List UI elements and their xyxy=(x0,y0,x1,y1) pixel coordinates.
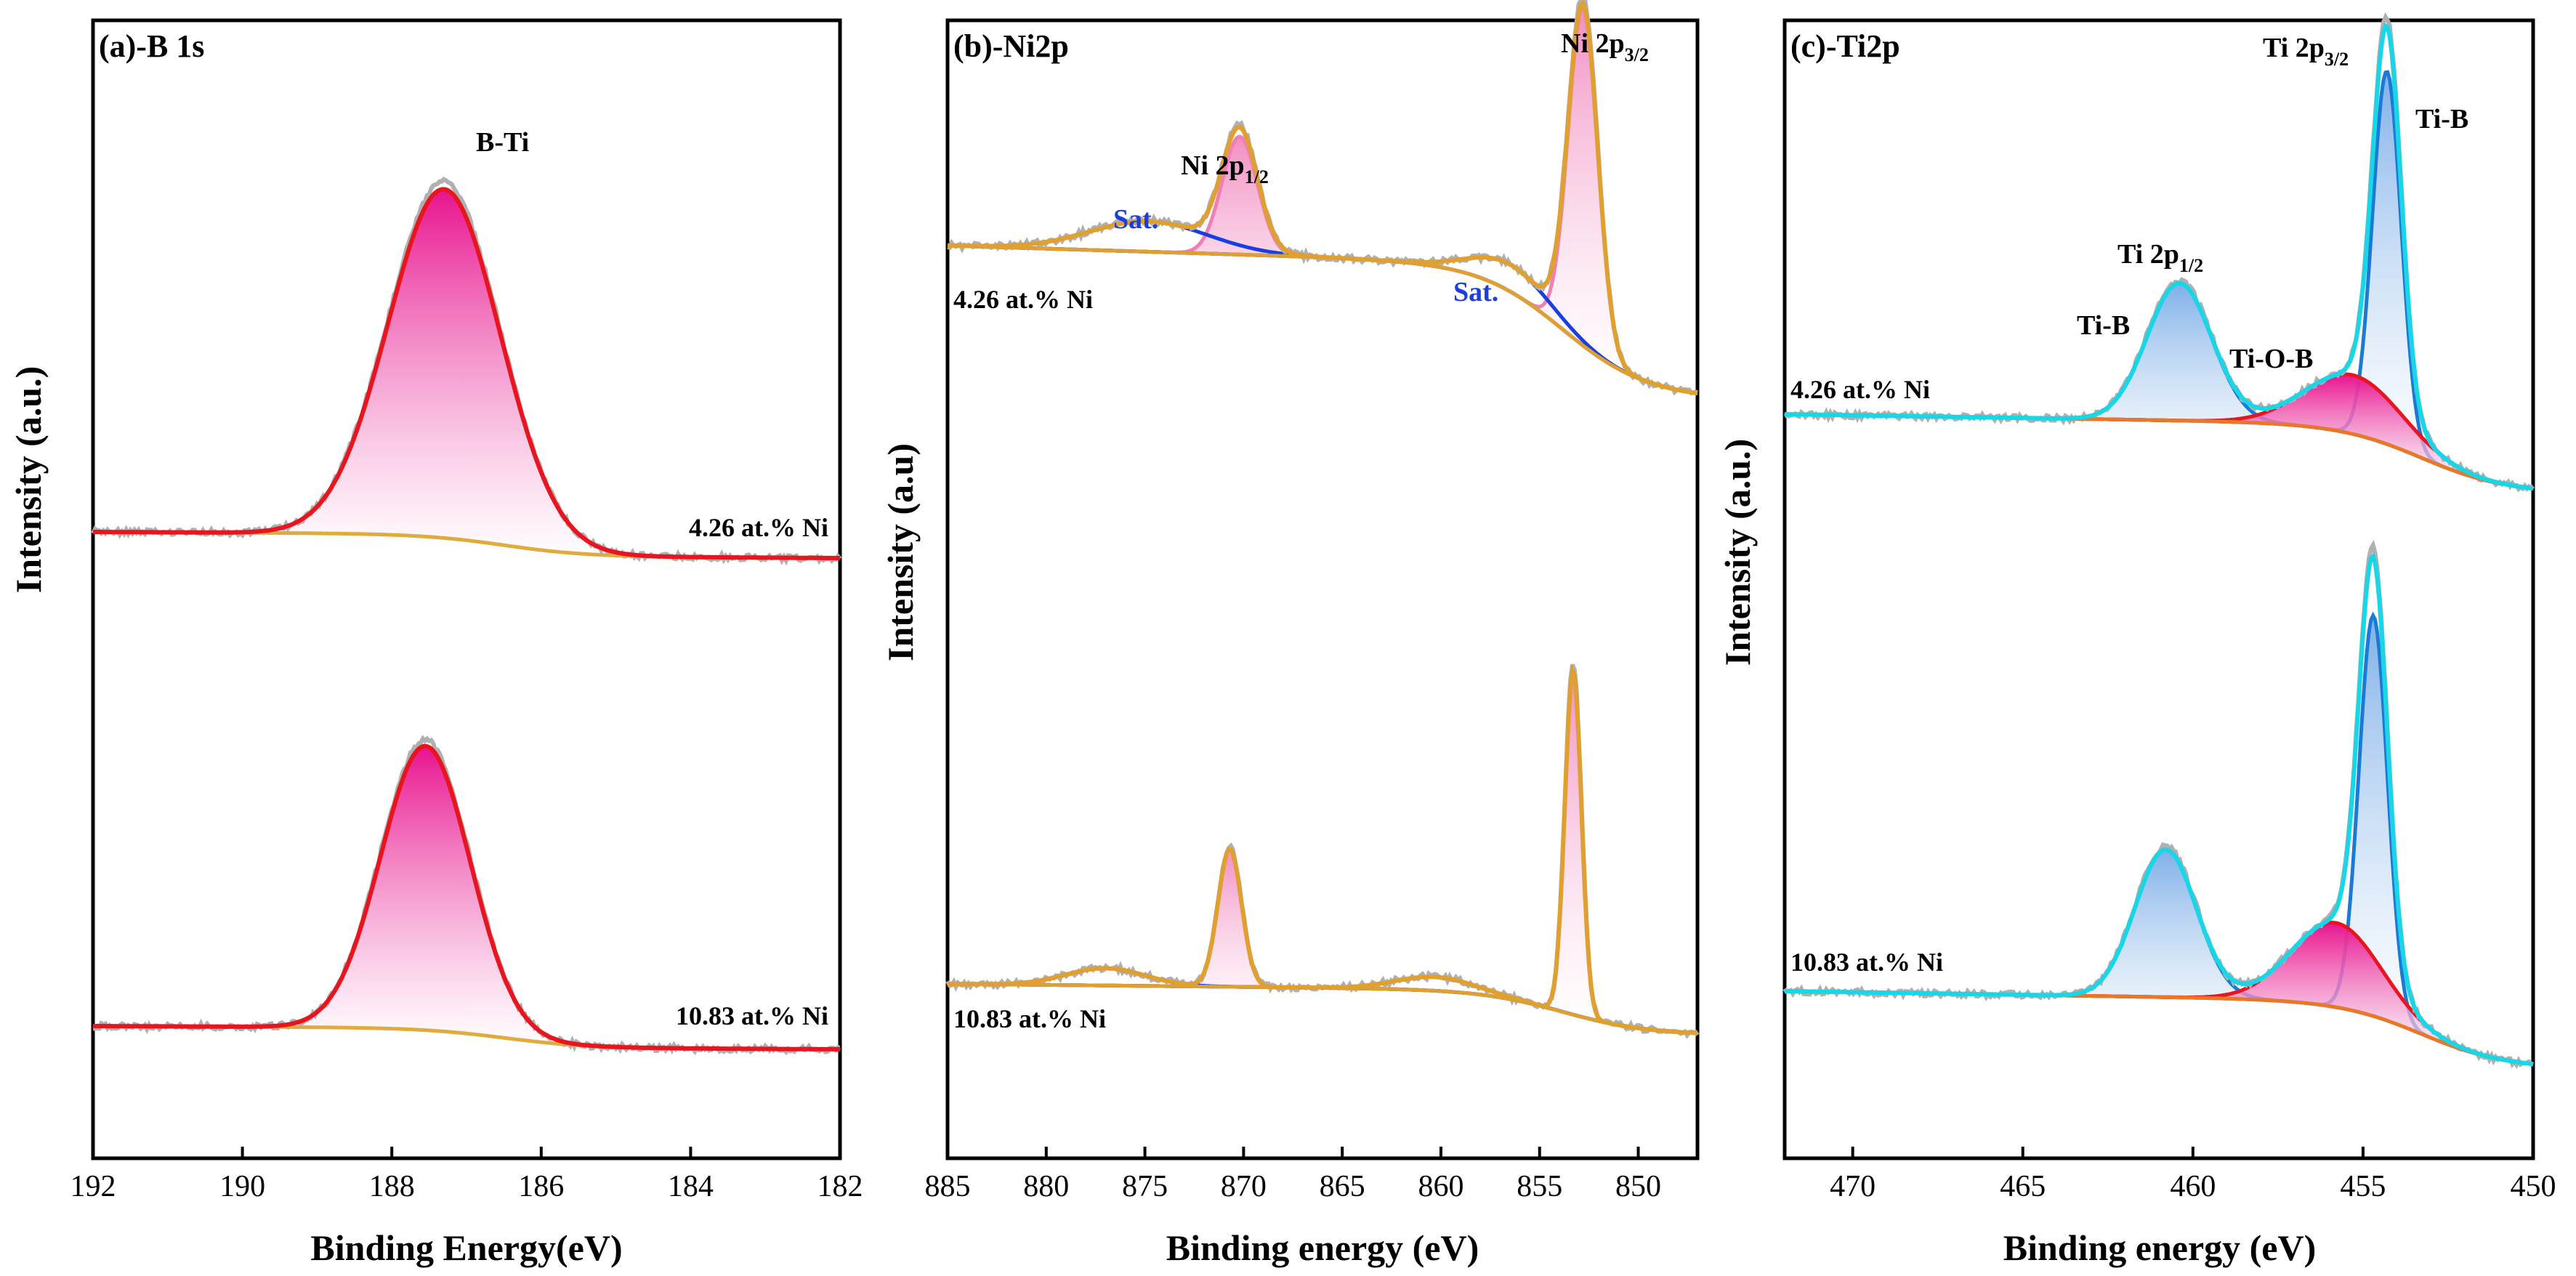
component-fill xyxy=(93,746,840,1049)
peak-label-ti-2p32: Ti 2p3/2 xyxy=(2263,33,2349,70)
envelope-curve xyxy=(1785,552,2534,1067)
panel-ti2p: 470 465 460 455 450 (c)-Ti2p Ti 2p3/2 Ti 2p1… xyxy=(1717,12,2556,1268)
envelope-curve xyxy=(948,0,1698,396)
x-ticks: 885 880 875 870 865 860 855 850 xyxy=(925,1147,1661,1203)
x-tick-label: 188 xyxy=(369,1170,415,1203)
peak-label-satellite: Sat. xyxy=(1113,204,1158,235)
component-fill xyxy=(1785,922,2533,1065)
plot-frame xyxy=(945,18,1700,1160)
spectra-group xyxy=(1782,12,2535,1070)
x-tick-label: 450 xyxy=(2511,1170,2556,1203)
x-tick-label: 850 xyxy=(1615,1170,1661,1203)
x-tick-label: 192 xyxy=(70,1170,116,1203)
x-tick-label: 186 xyxy=(518,1170,564,1203)
x-tick-label: 455 xyxy=(2340,1170,2386,1203)
sample-label: 4.26 at.% Ni xyxy=(689,513,828,542)
panel-ni2p: 885 880 875 870 865 860 855 850 (b)-Ni2p Ni 2p1… xyxy=(880,0,1700,1268)
plot-frame xyxy=(1782,18,2535,1160)
spectra-group xyxy=(945,0,1700,1039)
x-tick-label: 885 xyxy=(925,1170,971,1203)
spectra-group xyxy=(91,177,842,1056)
peak-label-ni-2p12: Ni 2p1/2 xyxy=(1181,150,1269,187)
panel-title: (a)-B 1s xyxy=(99,28,204,64)
x-tick-label: 182 xyxy=(817,1170,863,1203)
component-fill xyxy=(1785,374,2533,489)
x-axis-title: Binding energy (eV) xyxy=(2003,1227,2317,1268)
x-tick-label: 470 xyxy=(1830,1170,1876,1203)
x-tick-label: 465 xyxy=(2000,1170,2046,1203)
x-tick-label: 460 xyxy=(2170,1170,2216,1203)
x-tick-label: 880 xyxy=(1023,1170,1069,1203)
x-tick-label: 870 xyxy=(1221,1170,1267,1203)
envelope-curve xyxy=(948,663,1698,1035)
panel-title: (c)-Ti2p xyxy=(1790,28,1900,64)
peak-label-b-ti: B-Ti xyxy=(476,127,529,158)
x-ticks: 470 465 460 455 450 xyxy=(1830,1147,2556,1203)
peak-label-ti-b: Ti-B xyxy=(2415,104,2468,134)
x-ticks: 192 190 188 186 184 182 xyxy=(70,1147,863,1203)
x-tick-label: 855 xyxy=(1517,1170,1562,1203)
component-fill xyxy=(948,8,1697,394)
y-axis-title: Intensity (a.u.) xyxy=(8,366,49,594)
component-fill xyxy=(1785,283,2533,489)
peak-label-ti-2p12: Ti 2p1/2 xyxy=(2117,239,2203,276)
sample-label: 10.83 at.% Ni xyxy=(1790,948,1943,977)
peak-label-satellite: Sat. xyxy=(1453,277,1498,307)
sample-label: 10.83 at.% Ni xyxy=(676,1001,828,1030)
component-fill xyxy=(1785,72,2533,489)
envelope-curve xyxy=(93,187,840,560)
x-tick-label: 184 xyxy=(668,1170,714,1203)
sample-label: 4.26 at.% Ni xyxy=(953,285,1093,314)
y-axis-title: Intensity (a.u.) xyxy=(1717,439,1758,666)
x-tick-label: 190 xyxy=(219,1170,265,1203)
x-tick-label: 875 xyxy=(1122,1170,1168,1203)
envelope-curve xyxy=(93,743,840,1051)
x-tick-label: 860 xyxy=(1418,1170,1463,1203)
peak-label-ti-o-b: Ti-O-B xyxy=(2229,344,2313,374)
peak-label-ti-b: Ti-B xyxy=(2077,310,2130,341)
x-axis-title: Binding Energy(eV) xyxy=(310,1227,622,1268)
y-axis-title: Intensity (a.u) xyxy=(880,443,921,661)
sample-label: 4.26 at.% Ni xyxy=(1790,375,1930,404)
panel-b1s: 192 190 188 186 184 182 (a)-B 1s B-Ti 4.26 at… xyxy=(8,18,863,1268)
x-axis-title: Binding energy (eV) xyxy=(1166,1227,1479,1268)
component-fill xyxy=(1785,849,2533,1065)
component-fill xyxy=(93,189,840,558)
envelope-curve xyxy=(1785,23,2534,491)
x-tick-label: 865 xyxy=(1320,1170,1365,1203)
peak-label-ni-2p32: Ni 2p3/2 xyxy=(1561,28,1649,65)
plot-frame xyxy=(91,18,842,1160)
sample-label: 10.83 at.% Ni xyxy=(953,1004,1106,1033)
panel-title: (b)-Ni2p xyxy=(953,28,1069,64)
component-curve xyxy=(1785,70,2534,490)
